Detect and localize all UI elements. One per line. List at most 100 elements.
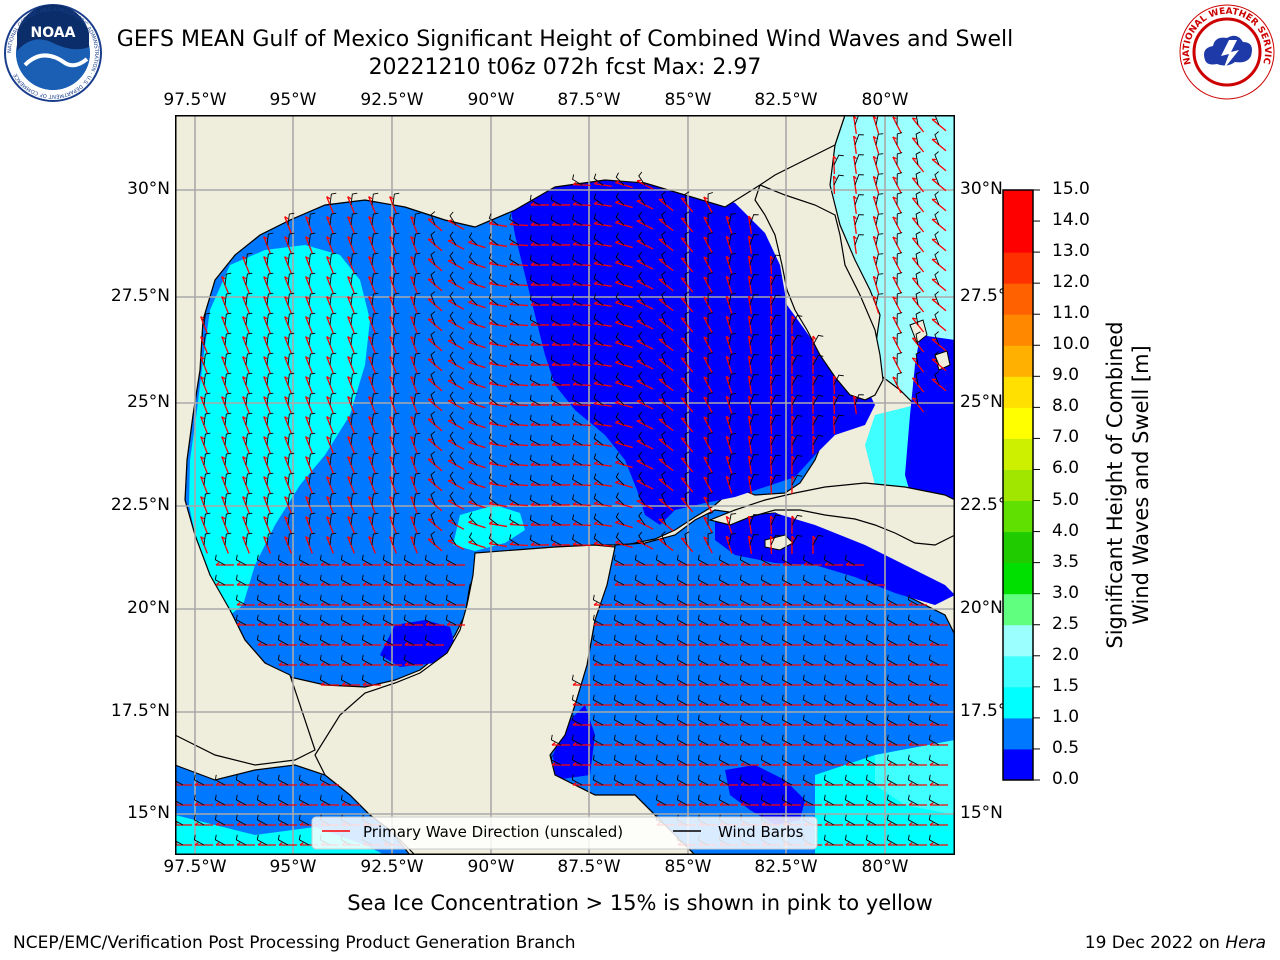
- wind-barb: [371, 512, 379, 526]
- wave-direction-arrowhead: [845, 702, 850, 706]
- wind-barb: [572, 434, 583, 446]
- wave-direction-arrowhead: [866, 782, 871, 786]
- wave-direction-arrowhead: [341, 602, 346, 606]
- wind-barb: [770, 274, 781, 286]
- wind-barb: [509, 414, 520, 426]
- wind-barb: [661, 251, 667, 266]
- wave-direction-arrowhead: [635, 742, 640, 746]
- wave-direction-arrowhead: [488, 261, 493, 265]
- wind-barb: [915, 371, 921, 386]
- wind-barb: [770, 254, 781, 266]
- wave-direction-arrowhead: [740, 662, 745, 666]
- wind-barb: [488, 213, 499, 226]
- wave-direction-arrowhead: [677, 782, 682, 786]
- wave-direction-arrowhead: [278, 782, 283, 786]
- wind-barb: [529, 334, 541, 346]
- wave-direction-arrowhead: [770, 275, 774, 280]
- wave-direction-arrowhead: [761, 782, 766, 786]
- wind-barb: [449, 431, 457, 446]
- wind-barb: [298, 654, 310, 666]
- wind-barb: [392, 272, 400, 286]
- wave-direction-arrowhead: [636, 399, 642, 402]
- wind-barb: [844, 794, 856, 806]
- wind-barb: [245, 392, 253, 406]
- wind-barb: [781, 634, 793, 646]
- wave-direction-arrowhead: [703, 396, 708, 400]
- wave-direction-arrowhead: [446, 602, 451, 606]
- colorbar-tick-label: 14.0: [1052, 210, 1090, 231]
- wave-direction-arrowhead: [593, 221, 598, 225]
- wave-direction-arrowhead: [873, 235, 877, 240]
- wave-direction-arrowhead: [677, 582, 682, 586]
- wave-direction-arrowhead: [770, 395, 774, 400]
- wave-direction-arrowhead: [530, 522, 535, 526]
- wind-barb: [488, 533, 499, 546]
- wave-direction-arrowhead: [530, 442, 535, 446]
- wind-barb: [413, 212, 421, 226]
- wind-barb: [329, 292, 337, 306]
- wind-barb: [572, 534, 583, 546]
- wave-direction-arrowhead: [719, 722, 724, 726]
- wave-direction-arrowhead: [447, 459, 453, 462]
- wave-direction-arrowhead: [853, 395, 857, 400]
- wave-direction-arrowhead: [530, 342, 535, 346]
- wind-barb: [329, 512, 337, 526]
- wind-barb: [550, 494, 562, 506]
- wind-barb: [413, 432, 421, 446]
- wave-direction-arrowhead: [614, 562, 619, 566]
- lon-tick-top: 87.5°W: [557, 90, 621, 110]
- wind-barb: [760, 734, 772, 746]
- wave-direction-arrowhead: [572, 281, 577, 286]
- wind-barb: [875, 193, 884, 206]
- wave-direction-arrowhead: [866, 822, 871, 826]
- wave-direction-arrowhead: [761, 662, 766, 666]
- wave-direction-arrowhead: [347, 336, 352, 340]
- wind-barb: [684, 291, 690, 306]
- wind-barb: [934, 171, 940, 186]
- wind-barb: [886, 634, 898, 646]
- wind-barb: [319, 614, 331, 626]
- wind-barb: [907, 614, 919, 626]
- wave-direction-arrowhead: [908, 682, 913, 686]
- wave-direction-arrowhead: [572, 441, 577, 446]
- wave-direction-arrowhead: [636, 359, 642, 362]
- wave-direction-arrowhead: [284, 336, 289, 340]
- wind-barb: [593, 273, 604, 286]
- wave-direction-arrowhead: [812, 375, 816, 380]
- wind-barb: [224, 412, 232, 426]
- wave-direction-arrowhead: [263, 456, 268, 460]
- wave-direction-arrowhead: [326, 356, 331, 360]
- wind-barb: [886, 694, 898, 706]
- wind-barb: [638, 331, 646, 346]
- wave-direction-arrowhead: [887, 762, 892, 766]
- wind-barb: [791, 454, 803, 466]
- wind-barb: [449, 371, 457, 386]
- wind-barb: [865, 634, 877, 646]
- wave-direction-arrowhead: [908, 802, 913, 806]
- wave-direction-arrowhead: [892, 176, 897, 180]
- wave-direction-arrowhead: [681, 357, 686, 360]
- wave-height-band-blue-keys: [905, 335, 955, 510]
- wave-direction-arrowhead: [509, 341, 514, 346]
- wind-barb: [256, 814, 268, 826]
- wind-barb: [424, 594, 436, 606]
- wave-direction-arrowhead: [635, 602, 640, 606]
- wave-direction-arrowhead: [530, 382, 535, 386]
- wave-direction-arrowhead: [719, 802, 724, 806]
- wind-barb: [371, 312, 379, 326]
- wind-barb: [277, 654, 289, 666]
- wave-direction-arrowhead: [257, 802, 262, 806]
- wind-barb: [760, 774, 772, 786]
- colorbar-segment: [1003, 686, 1033, 719]
- wave-direction-arrowhead: [284, 496, 289, 500]
- wave-direction-arrowhead: [912, 337, 917, 340]
- wind-barb: [915, 391, 921, 406]
- wind-barb: [488, 513, 499, 526]
- wave-direction-arrowhead: [263, 436, 268, 440]
- wind-barb: [175, 800, 184, 806]
- wave-direction-arrowhead: [488, 481, 493, 485]
- wave-direction-arrowhead: [368, 456, 373, 460]
- wave-direction-arrowhead: [326, 236, 331, 240]
- wind-barb: [298, 614, 310, 626]
- wind-barb: [728, 513, 737, 526]
